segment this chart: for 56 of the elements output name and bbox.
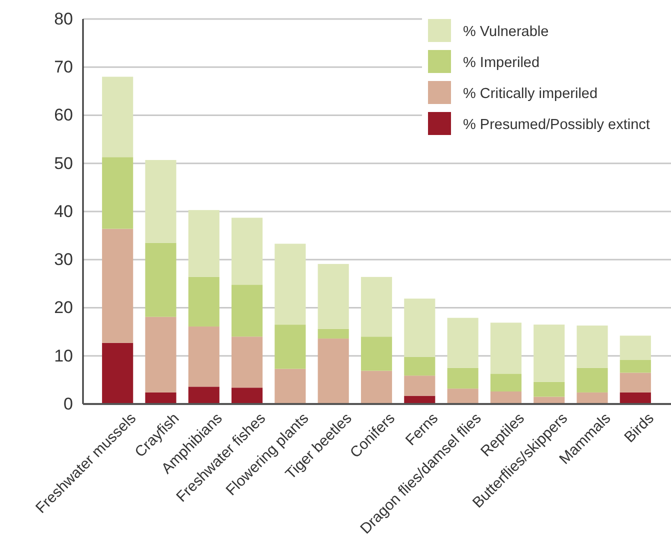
y-tick-label: 70: [54, 58, 73, 77]
bar: [534, 382, 565, 397]
bar: [576, 368, 608, 392]
bar: [404, 298, 436, 357]
bar: [274, 324, 306, 369]
bar: [274, 244, 306, 325]
bar: [490, 322, 522, 374]
bar: [188, 276, 220, 327]
bar: [188, 210, 220, 277]
legend-label: % Critically imperiled: [463, 86, 598, 102]
legend-label: % Vulnerable: [463, 24, 549, 40]
bar: [490, 391, 522, 404]
bar: [620, 372, 651, 392]
bar: [232, 218, 263, 285]
bar: [404, 356, 436, 376]
bar: [274, 368, 306, 404]
bar: [490, 374, 522, 392]
bar: [102, 342, 134, 404]
bar: [232, 284, 263, 337]
bar: [360, 370, 392, 404]
bar: [232, 388, 263, 404]
y-tick-label: 10: [54, 346, 73, 366]
bar: [576, 392, 608, 404]
y-tick-label: 60: [54, 106, 73, 125]
bar: [360, 336, 392, 371]
bar: [145, 316, 176, 392]
bar: [145, 392, 176, 404]
bar: [318, 264, 349, 329]
y-tick-label: 80: [54, 9, 73, 28]
y-tick-label: 50: [54, 154, 73, 173]
bar: [620, 360, 651, 373]
bar: [102, 76, 134, 158]
bar: [620, 336, 651, 360]
bar: [145, 242, 176, 317]
bar: [360, 276, 392, 337]
bar: [404, 376, 436, 396]
bar: [576, 326, 608, 368]
bar: [447, 368, 478, 389]
bar: [102, 157, 134, 229]
y-tick-label: 30: [54, 250, 73, 270]
bar: [447, 388, 478, 404]
bar: [318, 328, 349, 339]
bar: [188, 326, 220, 387]
legend-label: % Imperiled: [463, 55, 540, 72]
bar: [232, 336, 263, 388]
bar: [620, 392, 651, 404]
bar: [102, 228, 134, 343]
bar: [447, 318, 478, 368]
bar: [145, 160, 176, 243]
y-tick-label: 20: [54, 298, 73, 318]
bar: [318, 338, 349, 404]
legend-label: % Presumed/Possibly extinct: [463, 117, 650, 134]
bar: [188, 386, 220, 404]
bar: [534, 324, 565, 382]
y-tick-label: 40: [54, 202, 73, 221]
y-tick-label: 0: [64, 394, 73, 414]
